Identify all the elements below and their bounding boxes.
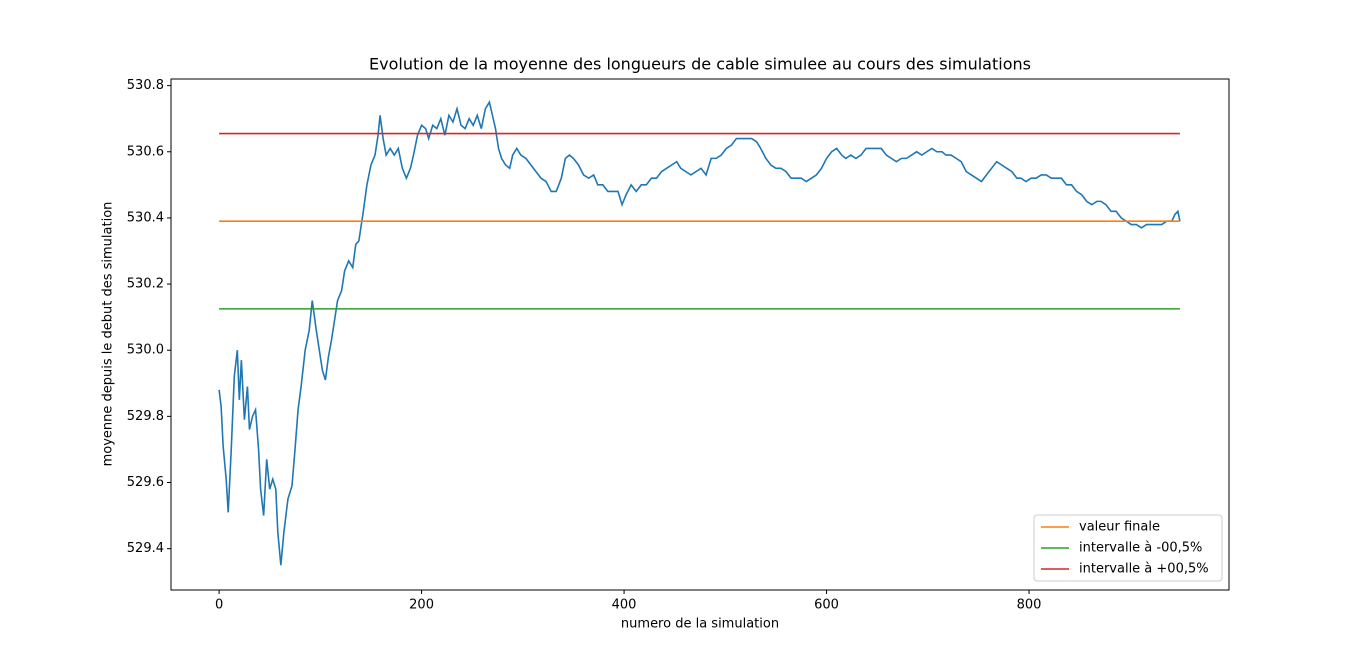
legend-label: intervalle à +00,5% [1079, 562, 1209, 577]
legend-box [1033, 514, 1223, 582]
y-tick-label: 530.4 [127, 210, 164, 225]
data-line [218, 100, 1181, 566]
x-tick-label: 800 [1017, 598, 1042, 613]
x-tick-label: 0 [215, 598, 223, 613]
legend-label: intervalle à -00,5% [1079, 541, 1202, 556]
x-tick-label: 400 [612, 598, 637, 613]
x-tick-label: 600 [814, 598, 839, 613]
y-tick-label: 529.4 [127, 541, 164, 556]
chart-title: Evolution de la moyenne des longueurs de… [369, 55, 1031, 74]
y-tick-label: 530.2 [127, 277, 164, 292]
y-tick-label: 530.8 [127, 78, 164, 93]
y-tick-label: 529.8 [127, 409, 164, 424]
y-tick-label: 529.6 [127, 475, 164, 490]
y-tick-label: 530.0 [127, 343, 164, 358]
y-axis-label: moyenne depuis le debut des simulation [101, 202, 116, 467]
x-tick-label: 200 [409, 598, 434, 613]
y-tick-label: 530.6 [127, 144, 164, 159]
x-axis-label: numero de la simulation [621, 617, 779, 632]
plot-frame [170, 78, 1230, 591]
legend-label: valeur finale [1079, 520, 1160, 535]
